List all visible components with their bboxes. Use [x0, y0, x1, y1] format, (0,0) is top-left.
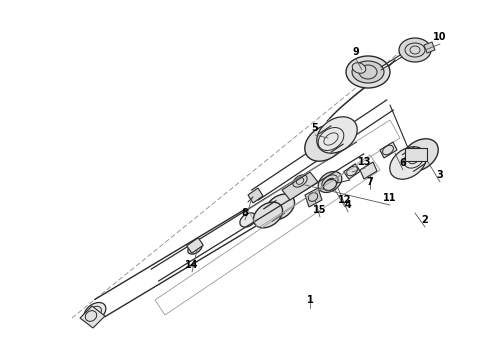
Polygon shape: [248, 188, 263, 203]
Polygon shape: [80, 306, 105, 328]
Ellipse shape: [84, 302, 106, 321]
Ellipse shape: [240, 213, 256, 227]
Ellipse shape: [318, 171, 342, 193]
Text: 15: 15: [313, 205, 327, 215]
Ellipse shape: [305, 125, 345, 161]
Text: 8: 8: [242, 208, 248, 218]
Text: 9: 9: [353, 47, 359, 57]
Bar: [343, 164, 360, 179]
Text: 3: 3: [437, 170, 443, 180]
Text: 4: 4: [344, 200, 351, 210]
Ellipse shape: [266, 194, 294, 220]
Ellipse shape: [325, 178, 335, 186]
Polygon shape: [305, 188, 322, 207]
Text: 11: 11: [383, 193, 397, 203]
Ellipse shape: [402, 139, 438, 171]
Polygon shape: [424, 42, 435, 53]
Text: 1: 1: [307, 295, 314, 305]
Text: 10: 10: [433, 32, 447, 42]
Text: 5: 5: [312, 123, 318, 133]
Ellipse shape: [323, 179, 337, 190]
Polygon shape: [282, 172, 318, 200]
Text: 7: 7: [367, 177, 373, 187]
Ellipse shape: [317, 117, 357, 153]
Ellipse shape: [253, 202, 283, 228]
Polygon shape: [380, 142, 397, 158]
Text: 6: 6: [400, 158, 406, 168]
Polygon shape: [360, 162, 377, 179]
Ellipse shape: [352, 63, 366, 73]
Ellipse shape: [346, 56, 390, 88]
Text: 13: 13: [358, 157, 372, 167]
Ellipse shape: [188, 242, 202, 254]
Ellipse shape: [352, 61, 384, 83]
Text: 12: 12: [338, 195, 352, 205]
Bar: [187, 238, 203, 253]
Text: 14: 14: [185, 260, 199, 270]
Ellipse shape: [390, 147, 426, 179]
Text: 2: 2: [421, 215, 428, 225]
Bar: [405, 148, 427, 161]
Ellipse shape: [399, 38, 431, 62]
